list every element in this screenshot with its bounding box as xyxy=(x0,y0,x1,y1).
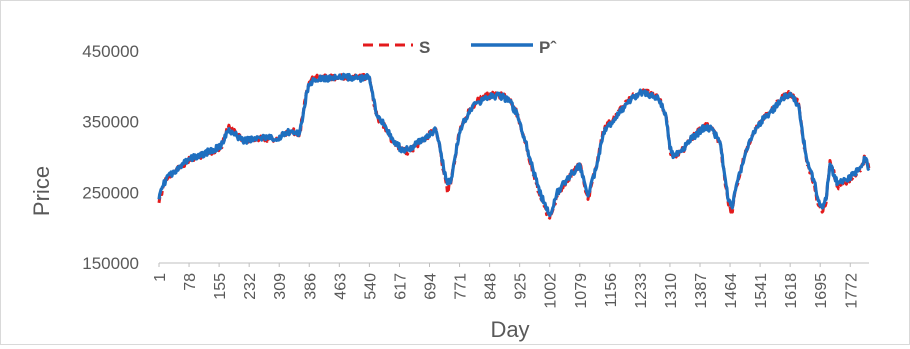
x-tick-label: 1 xyxy=(152,273,169,282)
legend: S Pˆ xyxy=(363,38,557,57)
x-axis-label: Day xyxy=(490,317,529,342)
x-tick-label: 1772 xyxy=(843,273,860,309)
x-tick-label: 155 xyxy=(212,273,229,300)
x-tick-label: 1541 xyxy=(753,273,770,309)
y-tick-label: 450000 xyxy=(82,42,139,61)
legend-s-label: S xyxy=(419,38,430,57)
legend-p-label: Pˆ xyxy=(539,38,557,57)
x-tick-label: 1156 xyxy=(603,273,620,308)
x-tick-label: 1002 xyxy=(543,273,560,309)
x-tick-label: 232 xyxy=(242,273,259,300)
series-p-line xyxy=(157,72,871,218)
x-tick-label: 1233 xyxy=(633,273,650,309)
y-tick-label: 250000 xyxy=(82,183,139,202)
x-tick-label: 694 xyxy=(422,273,439,300)
x-tick-label: 463 xyxy=(332,273,349,300)
y-tick-label: 150000 xyxy=(82,254,139,273)
x-tick-label: 1618 xyxy=(783,273,800,309)
y-tick-label: 350000 xyxy=(82,113,139,132)
x-tick-label: 771 xyxy=(453,273,470,300)
x-tick-label: 386 xyxy=(302,273,319,300)
x-tick-label: 617 xyxy=(392,273,409,300)
y-axis-ticks: 150000 250000 350000 450000 xyxy=(82,42,139,273)
x-tick-label: 1387 xyxy=(693,273,710,309)
x-tick-label: 1310 xyxy=(663,273,680,309)
x-tick-label: 1079 xyxy=(573,273,590,309)
series-layer xyxy=(157,72,871,220)
y-axis-label: Price xyxy=(29,166,54,216)
x-tick-label: 540 xyxy=(362,273,379,300)
x-tick-label: 848 xyxy=(483,273,500,300)
x-tick-label: 78 xyxy=(182,273,199,291)
series-s-line xyxy=(157,72,871,220)
x-axis-ticks: 1 78 155 232 309 386 463 540 617 694 771 848 925 1002… xyxy=(152,263,860,309)
x-tick-label: 309 xyxy=(272,273,289,300)
x-tick-label: 1464 xyxy=(723,273,740,309)
x-tick-label: 1695 xyxy=(813,273,830,309)
x-tick-label: 925 xyxy=(513,273,530,300)
